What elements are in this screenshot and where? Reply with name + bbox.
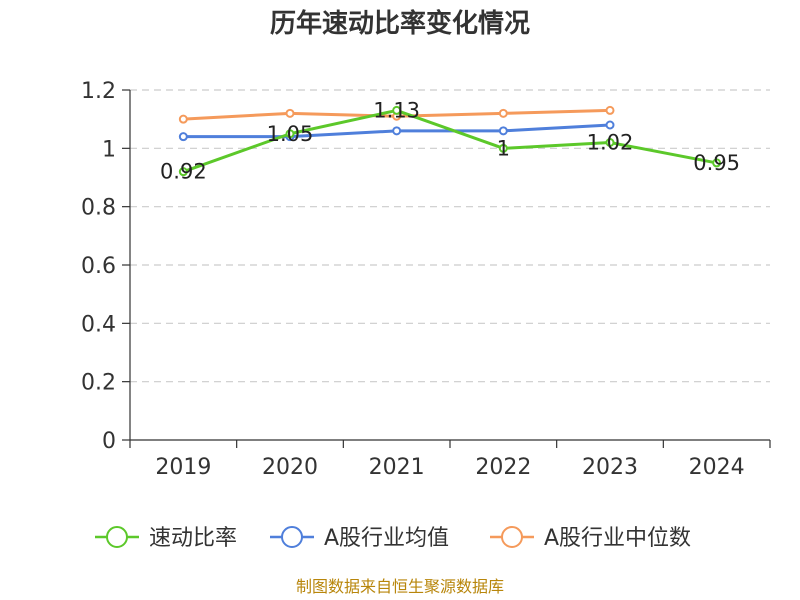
data-label: 1.13 bbox=[373, 98, 420, 122]
x-tick-label: 2022 bbox=[475, 455, 531, 480]
data-point[interactable] bbox=[498, 126, 508, 136]
source-note: 制图数据来自恒生聚源数据库 bbox=[296, 577, 504, 596]
legend-marker bbox=[281, 526, 303, 548]
x-tick-label: 2021 bbox=[369, 455, 425, 480]
legend-marker bbox=[501, 526, 523, 548]
y-tick-label: 0.2 bbox=[81, 371, 116, 396]
y-tick-label: 1 bbox=[102, 137, 116, 162]
data-point[interactable] bbox=[498, 108, 508, 118]
data-point[interactable] bbox=[712, 158, 722, 168]
legend-marker bbox=[106, 526, 128, 548]
data-point[interactable] bbox=[605, 120, 615, 130]
data-label: 1.05 bbox=[267, 122, 314, 146]
legend-label: 速动比率 bbox=[149, 526, 237, 551]
data-point[interactable] bbox=[498, 143, 508, 153]
legend-item-1[interactable]: A股行业均值 bbox=[270, 526, 449, 551]
data-label: 1 bbox=[497, 136, 510, 160]
data-point[interactable] bbox=[285, 129, 295, 139]
data-label: 1.02 bbox=[587, 131, 634, 155]
data-label: 0.95 bbox=[693, 151, 740, 175]
x-tick-label: 2020 bbox=[262, 455, 318, 480]
data-point[interactable] bbox=[178, 114, 188, 124]
data-labels: 0.92 1.05 1.13 1 1.02 0.95 bbox=[160, 98, 740, 183]
series-lines bbox=[178, 105, 722, 177]
data-point[interactable] bbox=[605, 105, 615, 115]
legend-item-0[interactable]: 速动比率 bbox=[95, 526, 237, 551]
data-point[interactable] bbox=[178, 132, 188, 142]
y-tick-label: 0.8 bbox=[81, 196, 116, 221]
data-point[interactable] bbox=[605, 138, 615, 147]
legend-label: A股行业中位数 bbox=[544, 526, 691, 551]
axes: 0 0.2 0.4 0.6 0.8 1 1.2 2019 2020 2021 2022 2023 202… bbox=[81, 79, 771, 480]
series-line-0 bbox=[182, 108, 717, 174]
data-point[interactable] bbox=[392, 105, 402, 115]
y-tick-label: 0.4 bbox=[81, 312, 116, 337]
legend-item-2[interactable]: A股行业中位数 bbox=[490, 526, 691, 551]
y-tick-label: 0 bbox=[102, 429, 116, 454]
data-point[interactable] bbox=[285, 108, 295, 118]
y-tick-label: 1.2 bbox=[81, 79, 116, 104]
x-tick-label: 2019 bbox=[155, 455, 211, 480]
y-tick-label: 0.6 bbox=[81, 254, 116, 279]
grid-lines bbox=[130, 89, 770, 383]
x-tick-label: 2023 bbox=[582, 455, 638, 480]
legend-label: A股行业均值 bbox=[324, 526, 449, 551]
data-point[interactable] bbox=[178, 167, 188, 177]
data-label: 0.92 bbox=[160, 160, 207, 184]
legend[interactable]: 速动比率 A股行业均值 A股行业中位数 bbox=[95, 526, 691, 551]
x-tick-label: 2024 bbox=[689, 455, 745, 480]
chart-title: 历年速动比率变化情况 bbox=[270, 8, 530, 39]
data-point[interactable] bbox=[392, 126, 402, 136]
